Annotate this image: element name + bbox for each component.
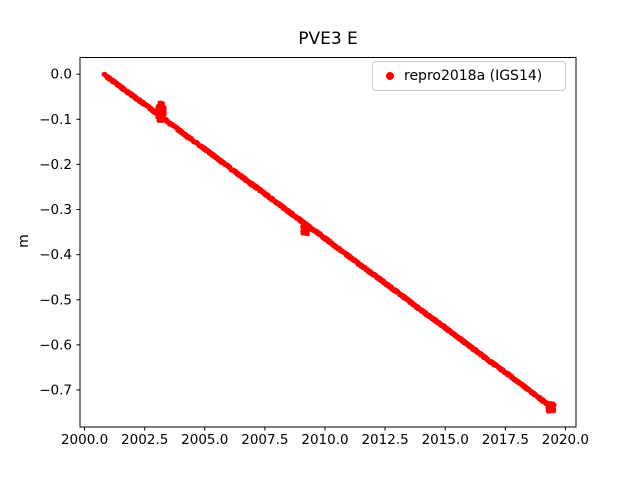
data-point bbox=[303, 229, 308, 234]
x-tick-label: 2005.0 bbox=[181, 432, 228, 448]
y-tick-label: −0.2 bbox=[39, 157, 72, 173]
legend: repro2018a (IGS14) bbox=[372, 61, 566, 91]
x-tick-label: 2007.5 bbox=[241, 432, 288, 448]
data-point bbox=[155, 115, 160, 120]
legend-marker-icon bbox=[386, 72, 394, 80]
x-tick-label: 2010.0 bbox=[301, 432, 348, 448]
data-point bbox=[159, 115, 164, 119]
y-tick-label: −0.6 bbox=[39, 337, 72, 353]
y-tick-label: −0.1 bbox=[39, 112, 72, 128]
axes-border bbox=[79, 57, 577, 428]
data-point bbox=[161, 111, 166, 116]
data-point bbox=[155, 110, 160, 115]
x-tick-label: 2012.5 bbox=[361, 432, 408, 448]
data-point bbox=[548, 405, 553, 410]
data-point bbox=[162, 104, 167, 109]
data-point bbox=[157, 104, 162, 109]
data-point bbox=[300, 227, 305, 232]
legend-label: repro2018a (IGS14) bbox=[404, 68, 543, 84]
data-point bbox=[550, 408, 555, 413]
data-point bbox=[547, 409, 552, 414]
y-tick-label: −0.7 bbox=[39, 383, 72, 399]
y-tick-label: 0.0 bbox=[51, 67, 72, 83]
x-tick-label: 2015.0 bbox=[422, 432, 469, 448]
x-tick-label: 2020.0 bbox=[542, 432, 589, 448]
y-tick-label: −0.5 bbox=[39, 292, 72, 308]
y-tick-label: −0.3 bbox=[39, 202, 72, 218]
y-tick-label: −0.4 bbox=[39, 247, 72, 263]
x-tick-label: 2017.5 bbox=[482, 432, 529, 448]
scatter-series bbox=[101, 71, 557, 414]
chart-title: PVE3 E bbox=[298, 29, 358, 49]
data-point bbox=[551, 401, 555, 406]
x-tick-label: 2000.0 bbox=[61, 432, 108, 448]
x-tick-label: 2002.5 bbox=[121, 432, 168, 448]
y-axis-label: m bbox=[16, 234, 32, 248]
